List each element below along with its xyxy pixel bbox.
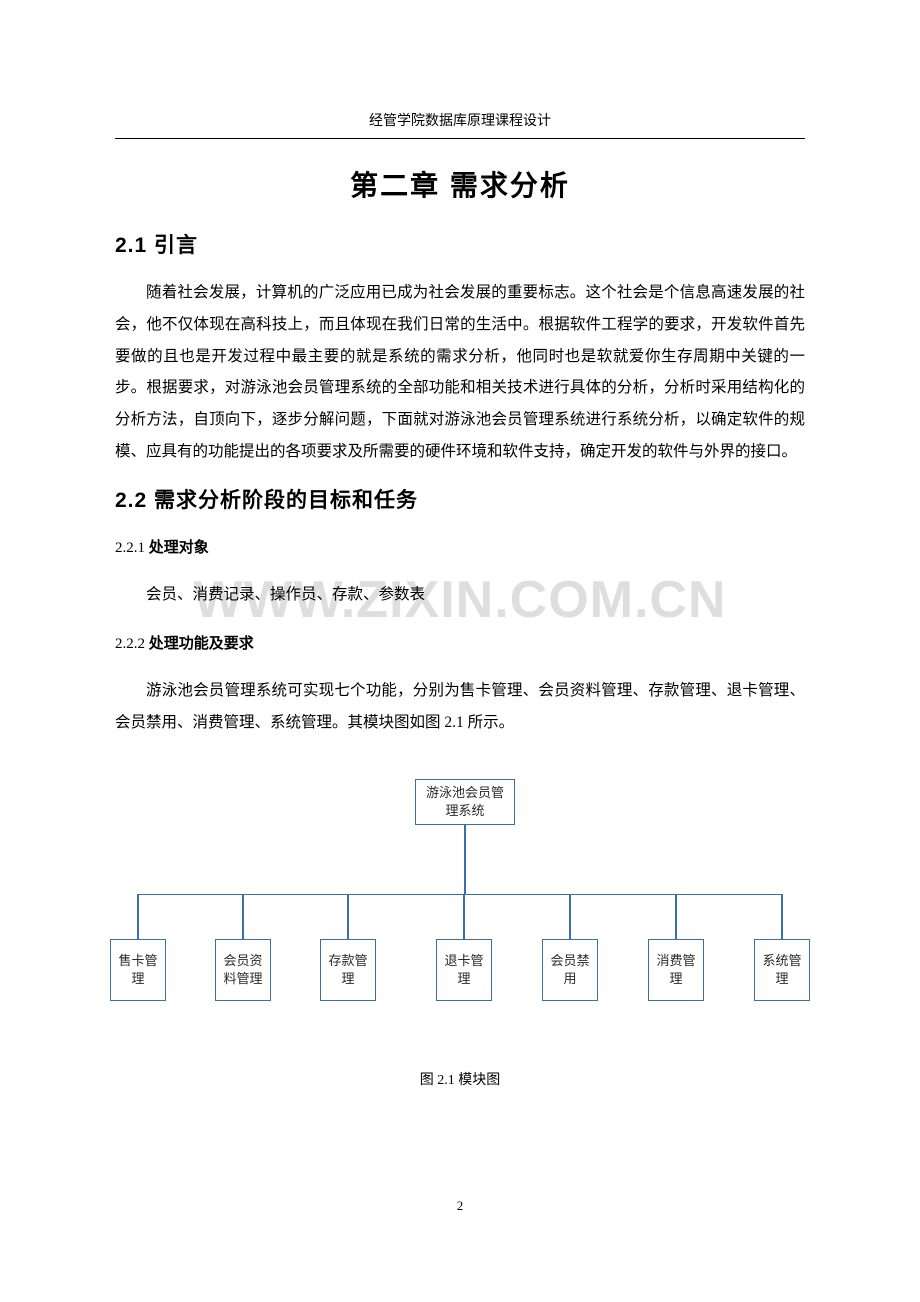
tree-child-node: 会员资 料管理 — [215, 939, 271, 1001]
subsection-label: 处理功能及要求 — [149, 636, 254, 652]
page-content: 经管学院数据库原理课程设计 第二章 需求分析 2.1 引言 随着社会发展，计算机… — [0, 0, 920, 1089]
running-header: 经管学院数据库原理课程设计 — [115, 110, 805, 130]
section-2-2-title: 2.2 需求分析阶段的目标和任务 — [115, 484, 805, 514]
tree-connector-line — [463, 894, 465, 939]
page-number: 2 — [0, 1198, 920, 1214]
header-divider — [115, 138, 805, 139]
tree-connector-line — [464, 825, 466, 894]
module-tree-diagram: 游泳池会员管 理系统售卡管 理会员资 料管理存款管 理退卡管 理会员禁 用消费管… — [115, 779, 805, 1059]
subsection-num: 2.2.2 — [115, 636, 149, 652]
section-2-1-title: 2.1 引言 — [115, 229, 805, 259]
tree-child-node: 存款管 理 — [320, 939, 376, 1001]
subsection-num: 2.2.1 — [115, 540, 149, 556]
subsection-2-2-2-body: 游泳池会员管理系统可实现七个功能，分别为售卡管理、会员资料管理、存款管理、退卡管… — [115, 675, 805, 739]
subsection-2-2-2-title: 2.2.2 处理功能及要求 — [115, 632, 805, 653]
tree-child-node: 退卡管 理 — [436, 939, 492, 1001]
tree-connector-line — [781, 894, 783, 939]
tree-connector-line — [347, 894, 349, 939]
subsection-label: 处理对象 — [149, 540, 209, 556]
tree-connector-line — [242, 894, 244, 939]
chapter-title: 第二章 需求分析 — [115, 164, 805, 204]
subsection-2-2-1-body: 会员、消费记录、操作员、存款、参数表 — [115, 579, 805, 611]
tree-child-node: 系统管 理 — [754, 939, 810, 1001]
tree-child-node: 售卡管 理 — [110, 939, 166, 1001]
tree-connector-line — [137, 894, 139, 939]
tree-root-node: 游泳池会员管 理系统 — [415, 779, 515, 825]
section-2-1-body: 随着社会发展，计算机的广泛应用已成为社会发展的重要标志。这个社会是个信息高速发展… — [115, 277, 805, 468]
tree-child-node: 消费管 理 — [648, 939, 704, 1001]
tree-connector-line — [138, 894, 782, 896]
tree-connector-line — [569, 894, 571, 939]
tree-connector-line — [675, 894, 677, 939]
subsection-2-2-1-title: 2.2.1 处理对象 — [115, 536, 805, 557]
figure-caption: 图 2.1 模块图 — [115, 1069, 805, 1089]
tree-child-node: 会员禁 用 — [542, 939, 598, 1001]
